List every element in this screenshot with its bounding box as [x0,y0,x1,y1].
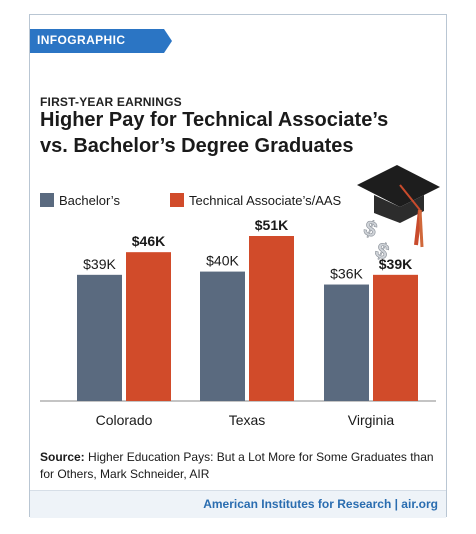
data-label-virginia-bachelors: $36K [330,266,363,282]
data-label-texas-bachelors: $40K [206,253,239,269]
data-label-virginia-associates: $39K [379,256,412,272]
bar-texas-bachelors [200,271,245,401]
title-line-1: Higher Pay for Technical Associate’s [40,109,389,131]
tag-label: INFOGRAPHIC [37,33,126,47]
legend-item-bachelors: Bachelor’s [40,193,120,208]
data-label-colorado-associates: $46K [132,233,165,249]
infographic-card: INFOGRAPHIC FIRST-YEAR EARNINGS Higher P… [29,14,447,518]
category-label-colorado: Colorado [96,412,153,428]
legend-item-associates: Technical Associate’s/AAS [170,193,341,208]
bar-texas-associates [249,236,294,401]
bar-virginia-bachelors [324,284,369,401]
chart-eyebrow: FIRST-YEAR EARNINGS [40,95,182,109]
legend-swatch-bachelors [40,193,54,207]
source-text: Higher Education Pays: But a Lot More fo… [40,450,434,481]
legend-swatch-associates [170,193,184,207]
legend-label-associates: Technical Associate’s/AAS [189,193,342,208]
infographic-tag: INFOGRAPHIC [30,29,172,53]
chart-title: Higher Pay for Technical Associate’s vs.… [40,107,389,159]
bar-colorado-associates [126,252,171,401]
source-label: Source: [40,450,85,464]
data-label-colorado-bachelors: $39K [83,256,116,272]
footer-bar: American Institutes for Research | air.o… [30,490,446,518]
bar-colorado-bachelors [77,274,122,401]
legend-label-bachelors: Bachelor’s [59,193,120,208]
bar-virginia-associates [373,274,418,401]
source-note: Source: Higher Education Pays: But a Lot… [40,449,440,483]
graduation-cap-icon: $ $ [357,165,440,265]
tag-shape [30,29,172,53]
bar-chart: $39K $46K Colorado $40K $51K Texas $36K $39K Vir… [40,217,436,428]
footer-link[interactable]: American Institutes for Research | air.o… [203,497,438,511]
category-label-virginia: Virginia [348,412,395,428]
data-label-texas-associates: $51K [255,217,288,233]
title-line-2: vs. Bachelor’s Degree Graduates [40,135,354,157]
category-label-texas: Texas [229,412,266,428]
